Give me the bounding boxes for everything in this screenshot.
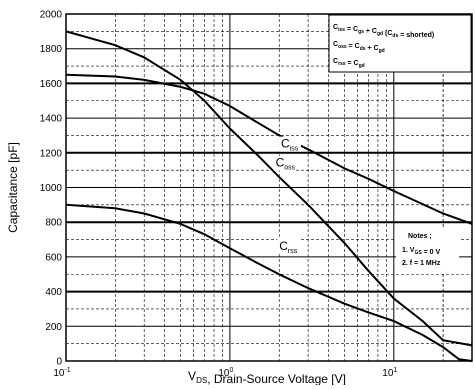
y-tick-label: 1600 — [40, 79, 63, 90]
notes-title: Notes ; — [408, 233, 432, 240]
x-axis-label: VDS, Drain-Source Voltage [V] — [188, 369, 346, 385]
y-tick-label: 1400 — [40, 114, 63, 125]
legend-line: Crss = Cgd — [333, 58, 365, 69]
y-tick-label: 1000 — [40, 183, 63, 194]
x-tick-label: 10-1 — [53, 367, 70, 379]
y-tick-label: 600 — [45, 252, 62, 263]
series-label-rss: Crss — [279, 239, 298, 255]
series-label-bg — [277, 238, 300, 254]
series-label-iss: Ciss — [281, 137, 299, 153]
y-tick-label: 400 — [45, 287, 62, 298]
y-tick-label: 800 — [45, 218, 62, 229]
x-tick-label: 100 — [218, 367, 233, 379]
crss-curve — [65, 203, 473, 362]
plot-frame — [65, 13, 473, 362]
notes-line: 1. VGS = 0 V — [402, 247, 441, 256]
coss-curve — [65, 30, 473, 347]
notes-line: 2. f = 1 MHz — [402, 260, 441, 267]
y-tick-label: 2000 — [40, 10, 63, 21]
x-tick-label: 101 — [382, 367, 397, 379]
legend-box — [328, 14, 472, 73]
y-tick-label: 200 — [45, 322, 62, 333]
labels: 0 200 400 600 800 1000 1200 1400 1600 1800 2000 10-… — [6, 10, 472, 386]
y-tick-label: 1200 — [40, 148, 63, 159]
series-label-bg — [273, 155, 296, 171]
curves — [65, 30, 473, 362]
y-tick-label: 1800 — [40, 44, 63, 55]
series-label-oss: Coss — [276, 156, 296, 172]
legend-line: Coss = Cds + Cgd — [333, 41, 385, 54]
notes-box — [396, 228, 459, 274]
y-axis-label: Capacitance [pF] — [6, 142, 20, 233]
y-tick-label: 0 — [56, 357, 62, 368]
legend-line: Ciss = Cgs + Cgd (Cds = shorted) — [333, 24, 434, 39]
grid — [65, 13, 473, 362]
series-label-bg — [278, 136, 301, 152]
ciss-curve — [65, 73, 473, 225]
